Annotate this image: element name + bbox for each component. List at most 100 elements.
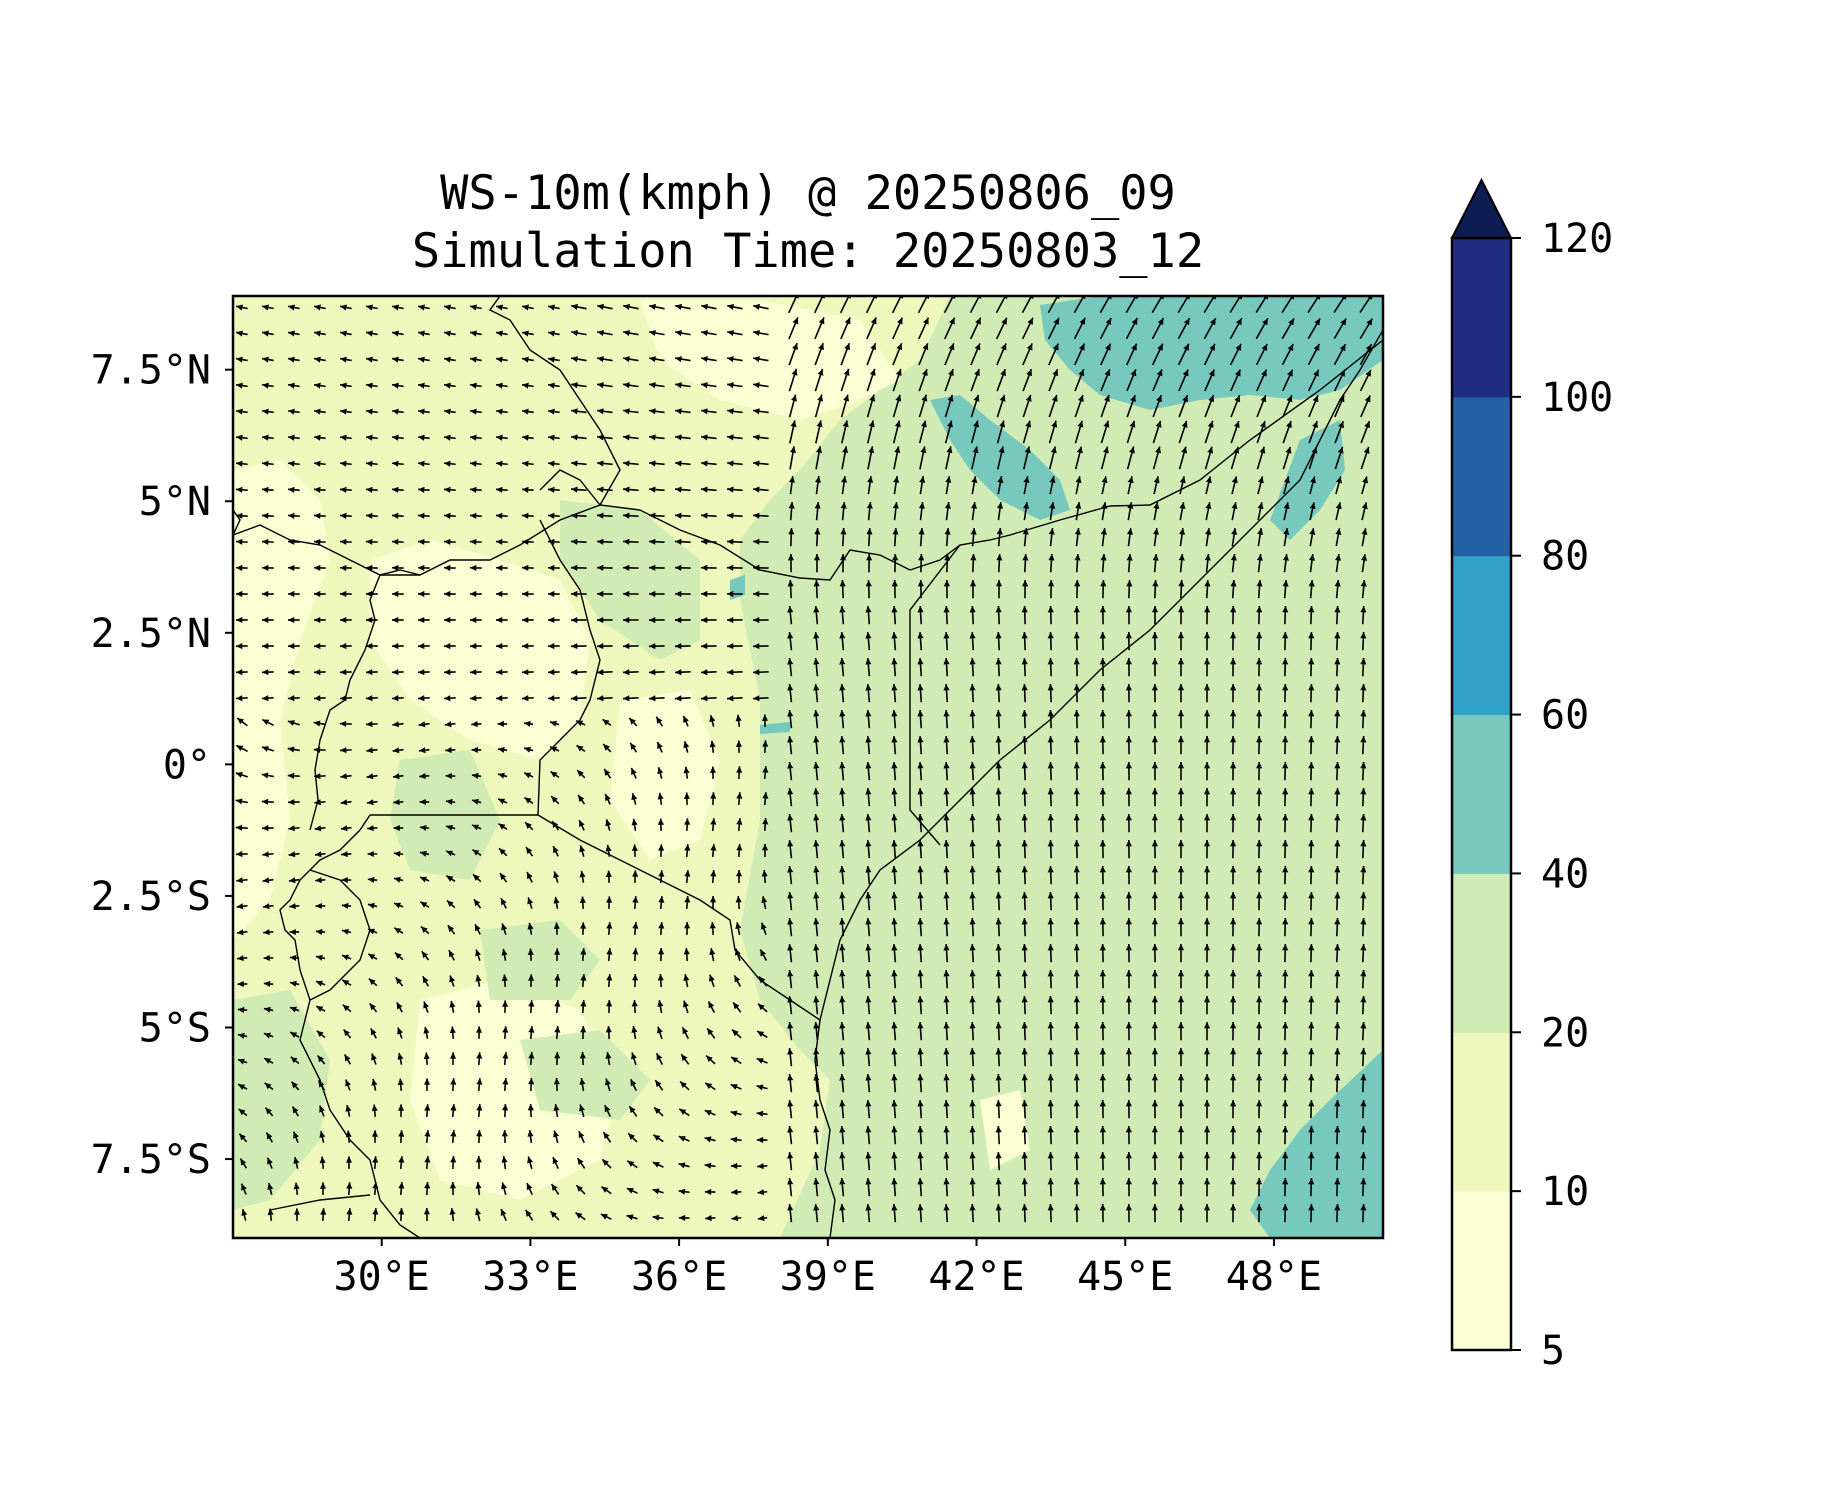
wind-vectors bbox=[235, 296, 1373, 1223]
wind-vector bbox=[1075, 502, 1082, 521]
wind-vector bbox=[787, 631, 794, 651]
wind-vector bbox=[787, 787, 794, 807]
wind-vector bbox=[969, 839, 976, 859]
wind-vector bbox=[1047, 1125, 1054, 1145]
wind-vector bbox=[1047, 995, 1054, 1015]
wind-vector bbox=[1021, 839, 1028, 859]
wind-vector bbox=[365, 330, 378, 337]
wind-vector bbox=[995, 839, 1002, 859]
wind-vector bbox=[397, 1052, 404, 1065]
wind-vector bbox=[969, 631, 976, 651]
wind-vector bbox=[366, 799, 378, 806]
wind-vector bbox=[521, 408, 534, 415]
wind-vector bbox=[1283, 502, 1290, 521]
wind-vector bbox=[261, 538, 274, 545]
wind-vector bbox=[866, 317, 877, 340]
wind-vector bbox=[1308, 865, 1315, 885]
wind-vector bbox=[596, 538, 613, 545]
wind-vector bbox=[1178, 553, 1185, 573]
wind-vector bbox=[709, 740, 716, 753]
wind-vector bbox=[731, 1029, 742, 1039]
wind-vector bbox=[365, 695, 378, 702]
wind-vector bbox=[1255, 317, 1269, 340]
wind-vector bbox=[891, 1151, 898, 1171]
wind-vector bbox=[1256, 1047, 1263, 1067]
wind-vector bbox=[315, 902, 326, 910]
wind-vector bbox=[443, 486, 456, 493]
wind-vector bbox=[1100, 420, 1110, 444]
wind-vector bbox=[287, 408, 300, 415]
wind-vector bbox=[1151, 657, 1158, 677]
wind-vector bbox=[1126, 579, 1133, 599]
wind-vector bbox=[1203, 683, 1211, 703]
wind-vector bbox=[365, 616, 378, 624]
wind-vector bbox=[1151, 865, 1158, 885]
wind-vector bbox=[1257, 476, 1264, 495]
calm-region-patch bbox=[370, 540, 590, 760]
wind-vector bbox=[1021, 1125, 1028, 1145]
wind-vector bbox=[787, 1073, 794, 1093]
wind-vector bbox=[631, 1026, 638, 1040]
wind-vector bbox=[392, 721, 404, 728]
wind-vector bbox=[1178, 579, 1185, 599]
wind-vector bbox=[419, 824, 430, 831]
wind-vector bbox=[865, 761, 872, 781]
wind-vector bbox=[997, 476, 1004, 495]
wind-vector bbox=[1125, 787, 1132, 807]
wind-vector bbox=[602, 743, 612, 753]
wind-vector bbox=[419, 850, 430, 857]
wind-vector bbox=[287, 356, 300, 363]
wind-vector bbox=[1099, 891, 1106, 911]
wind-vector bbox=[596, 460, 613, 467]
wind-vector bbox=[339, 695, 352, 702]
wind-vector bbox=[443, 408, 456, 415]
wind-vector bbox=[495, 512, 508, 519]
wind-vector bbox=[891, 631, 898, 651]
wind-vector bbox=[495, 669, 508, 676]
wind-vector bbox=[1230, 446, 1240, 470]
wind-vector bbox=[1021, 1151, 1028, 1171]
wind-vector bbox=[943, 813, 950, 833]
wind-vector bbox=[839, 969, 846, 989]
wind-vector bbox=[648, 643, 665, 650]
wind-vector bbox=[787, 1151, 794, 1171]
wind-vector bbox=[789, 446, 796, 470]
wind-vector bbox=[787, 1099, 794, 1119]
wind-vector bbox=[891, 761, 898, 781]
wind-vector bbox=[622, 538, 639, 545]
wind-vector bbox=[1073, 317, 1086, 340]
wind-vector bbox=[570, 590, 587, 597]
wind-vector bbox=[708, 974, 715, 988]
wind-vector bbox=[1308, 554, 1316, 573]
wind-vector bbox=[1308, 761, 1315, 781]
wind-vector bbox=[1360, 1203, 1367, 1223]
wind-vector bbox=[1282, 969, 1289, 989]
wind-vector bbox=[1230, 709, 1237, 729]
wind-vector bbox=[476, 1052, 483, 1065]
wind-vector bbox=[865, 1047, 872, 1067]
wind-vector bbox=[970, 368, 980, 392]
wind-vector bbox=[443, 382, 456, 389]
wind-vector bbox=[762, 740, 769, 753]
wind-vector bbox=[339, 538, 352, 545]
wind-vector bbox=[1360, 969, 1367, 989]
wind-vector bbox=[391, 330, 404, 337]
wind-vector bbox=[470, 304, 482, 311]
wind-vector bbox=[1177, 995, 1185, 1015]
wind-vector bbox=[239, 1158, 248, 1169]
wind-vector bbox=[1151, 631, 1158, 651]
wind-vector bbox=[1021, 943, 1028, 963]
wind-vector bbox=[521, 382, 534, 389]
wind-vector bbox=[571, 356, 587, 363]
wind-vector bbox=[1229, 343, 1242, 366]
wind-vector bbox=[757, 1163, 768, 1170]
wind-vector bbox=[814, 368, 824, 392]
wind-vector bbox=[392, 747, 404, 754]
wind-vector bbox=[391, 408, 404, 415]
wind-vector bbox=[1282, 1151, 1289, 1171]
wind-vector bbox=[604, 1104, 611, 1117]
wind-vector bbox=[1047, 735, 1054, 755]
latitude-axis: 7.5°N5°N2.5°N0°2.5°S5°S7.5°S bbox=[91, 348, 233, 1183]
wind-vector bbox=[996, 343, 1007, 366]
wind-vector bbox=[1177, 683, 1185, 703]
